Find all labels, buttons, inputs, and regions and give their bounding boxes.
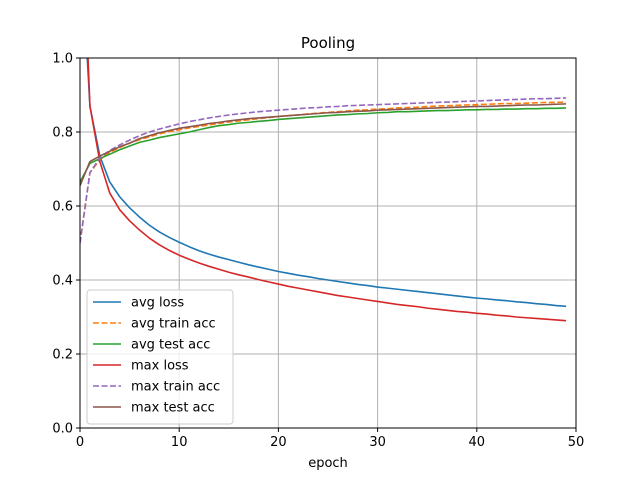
series-line-avg-test-acc [80, 107, 567, 183]
legend: avg loss avg train acc avg test acc max los… [86, 289, 234, 425]
legend-label: avg train acc [131, 317, 216, 332]
y-tick-label: 0.6 [52, 200, 73, 215]
legend-label: max train acc [131, 380, 220, 395]
y-tick-label: 0.8 [52, 126, 73, 141]
x-tick-label: 10 [171, 435, 188, 450]
y-tick-label: 1.0 [52, 52, 73, 67]
legend-label: max loss [131, 359, 189, 374]
series-lines [80, 58, 567, 322]
x-axis-ticks: 0 10 20 30 40 50 [76, 428, 584, 450]
series-line-max-loss [87, 58, 567, 322]
y-tick-label: 0.4 [52, 274, 73, 289]
legend-box [86, 289, 234, 425]
x-tick-label: 30 [369, 435, 386, 450]
y-tick-label: 0.0 [52, 422, 73, 437]
y-tick-label: 0.2 [52, 348, 73, 363]
legend-label: max test acc [131, 401, 215, 416]
x-tick-label: 0 [76, 435, 84, 450]
chart-title: Pooling [301, 34, 355, 52]
x-tick-label: 50 [568, 435, 585, 450]
y-axis-ticks: 0.0 0.2 0.4 0.6 0.8 1.0 [52, 52, 80, 437]
plot-frame [79, 57, 577, 429]
x-axis-title: epoch [308, 456, 348, 471]
legend-label: avg test acc [131, 338, 210, 353]
series-line-max-test-acc [80, 103, 567, 186]
series-line-max-train-acc [80, 97, 567, 244]
x-tick-label: 20 [270, 435, 287, 450]
legend-label: avg loss [131, 296, 184, 311]
x-tick-label: 40 [469, 435, 486, 450]
series-line-avg-loss [86, 58, 567, 308]
